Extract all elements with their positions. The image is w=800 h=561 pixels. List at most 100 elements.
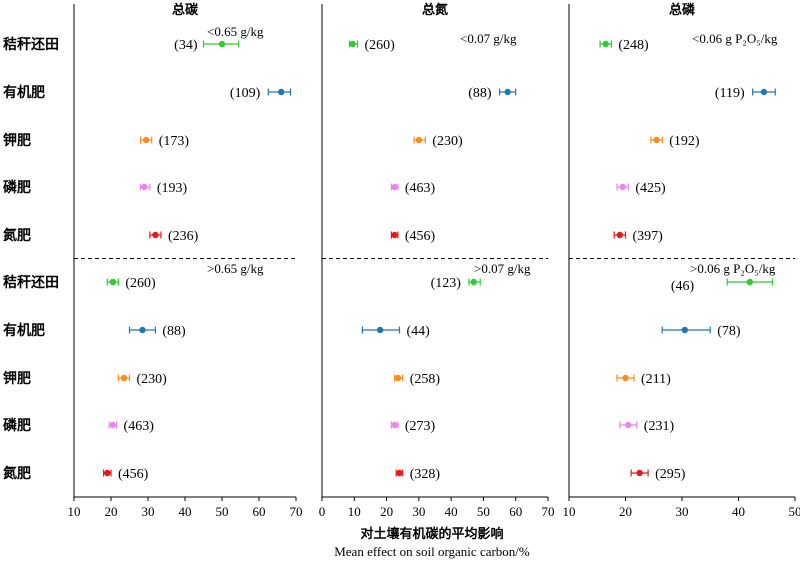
mean-point [218, 40, 226, 48]
sample-size-label: (230) [432, 134, 463, 149]
panels-group: 总碳 10 20 30 40 50 60 70 <0.65 g/kg >0.65 g/kg (34)… [68, 2, 800, 519]
row-label: 氮肥 [2, 227, 31, 244]
threshold-label-bottom: >0.06 g P₂O₅/kg [690, 261, 776, 276]
mean-point [504, 88, 511, 96]
sample-size-label: (123) [431, 276, 462, 291]
sample-size-label: (456) [118, 467, 149, 482]
x-tick-label: 0 [319, 504, 326, 519]
sample-size-label: (273) [405, 419, 436, 434]
mean-point [394, 374, 402, 382]
x-tick-label: 20 [619, 504, 632, 519]
panel-title: 总磷 [669, 2, 696, 18]
x-tick-label: 40 [445, 504, 458, 519]
sample-size-label: (173) [159, 134, 190, 149]
sample-size-label: (78) [717, 324, 741, 339]
sample-size-label: (248) [618, 38, 649, 53]
x-tick-label: 30 [676, 504, 689, 519]
mean-point [141, 183, 148, 191]
sample-size-label: (295) [655, 467, 686, 482]
mean-point [760, 88, 768, 96]
mean-point [653, 136, 660, 144]
mean-point [391, 231, 398, 239]
x-tick-label: 30 [142, 504, 155, 519]
row-label: 钾肥 [3, 132, 31, 149]
x-tick-label: 50 [789, 504, 800, 519]
sample-size-label: (34) [174, 38, 198, 53]
sample-size-label: (192) [669, 134, 700, 149]
sample-size-label: (260) [125, 276, 156, 291]
mean-point [625, 421, 632, 429]
sample-size-label: (425) [635, 181, 666, 196]
mean-point [396, 469, 403, 477]
mean-point [602, 40, 609, 48]
row-label: 秸秆还田 [3, 36, 59, 53]
x-tick-label: 10 [68, 504, 81, 519]
x-axis-label-en: Mean effect on soil organic carbon/% [334, 544, 530, 559]
row-label: 磷肥 [3, 179, 31, 196]
mean-point [278, 88, 285, 96]
sample-size-label: (119) [715, 86, 745, 101]
mean-point [349, 40, 356, 48]
x-tick-label: 30 [412, 504, 425, 519]
row-label: 有机肥 [3, 322, 45, 339]
threshold-label-top: <0.07 g/kg [460, 31, 517, 46]
sample-size-label: (193) [157, 181, 188, 196]
x-tick-label: 10 [348, 504, 361, 519]
mean-point [142, 136, 150, 144]
row-label: 氮肥 [2, 465, 31, 482]
sample-size-label: (46) [671, 279, 695, 294]
x-tick-label: 40 [732, 504, 745, 519]
panel: 总氮 0 10 20 30 40 50 60 70 <0.07 g/kg >0.07 g/kg (26… [319, 2, 555, 519]
mean-point [746, 278, 753, 286]
x-tick-label: 10 [563, 504, 576, 519]
mean-point [622, 374, 629, 382]
sample-size-label: (109) [230, 86, 261, 101]
mean-point [109, 278, 117, 286]
row-label: 钾肥 [3, 370, 31, 387]
x-tick-label: 60 [253, 504, 266, 519]
mean-point [616, 231, 624, 239]
mean-point [120, 374, 128, 382]
panel: 总磷 10 20 30 40 50 <0.06 g P₂O₅/kg >0.06 g P₂O₅/… [563, 2, 800, 519]
mean-point [470, 278, 477, 286]
sample-size-label: (258) [410, 372, 441, 387]
row-label: 有机肥 [3, 84, 45, 101]
x-axis-label-cn: 对土壤有机碳的平均影响 [360, 526, 503, 542]
x-tick-label: 70 [290, 504, 303, 519]
sample-size-label: (230) [137, 372, 168, 387]
threshold-label-top: <0.06 g P₂O₅/kg [692, 31, 778, 46]
x-tick-label: 20 [105, 504, 118, 519]
mean-point [415, 136, 423, 144]
mean-point [391, 421, 398, 429]
sample-size-label: (463) [124, 419, 155, 434]
mean-point [139, 326, 146, 334]
mean-point [109, 421, 117, 429]
sample-size-label: (260) [365, 38, 396, 53]
sample-size-label: (231) [644, 419, 675, 434]
row-label: 磷肥 [3, 417, 31, 434]
x-tick-label: 20 [380, 504, 393, 519]
threshold-label-bottom: >0.65 g/kg [207, 261, 264, 276]
panel-title: 总氮 [422, 2, 448, 18]
sample-size-label: (211) [641, 372, 671, 387]
mean-point [104, 469, 111, 477]
sample-size-label: (463) [405, 181, 436, 196]
x-tick-label: 50 [477, 504, 490, 519]
mean-point [619, 183, 626, 191]
sample-size-label: (397) [633, 229, 664, 244]
x-tick-label: 50 [216, 504, 229, 519]
mean-point [376, 326, 384, 334]
sample-size-label: (88) [162, 324, 186, 339]
sample-size-label: (88) [468, 86, 492, 101]
x-tick-label: 60 [509, 504, 522, 519]
sample-size-label: (44) [406, 324, 430, 339]
threshold-label-top: <0.65 g/kg [207, 24, 264, 39]
x-tick-label: 40 [179, 504, 192, 519]
mean-point [152, 231, 159, 239]
threshold-label-bottom: >0.07 g/kg [474, 261, 531, 276]
sample-size-label: (328) [410, 467, 441, 482]
mean-point [636, 469, 643, 477]
row-label: 秸秆还田 [3, 274, 59, 291]
x-tick-label: 70 [542, 504, 555, 519]
